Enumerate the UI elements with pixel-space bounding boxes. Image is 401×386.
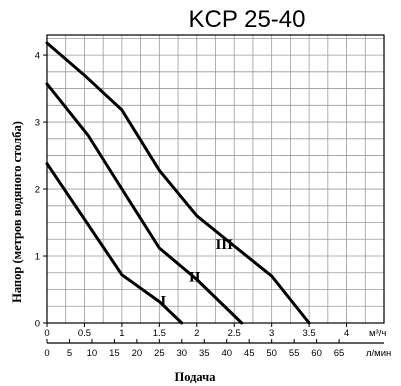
x2-tick-label: 40 [221,348,232,359]
x2-tick-label: 10 [87,348,98,359]
plot-frame [46,34,385,324]
y-tick-label: 0 [35,319,40,330]
x2-tick-label: 30 [177,348,188,359]
curve-label-ii: II [189,269,201,285]
x2-tick-label: 0 [44,348,49,359]
x2-unit-label: л/мин [366,348,391,359]
x-tick-label: 0.5 [78,328,91,339]
grid-lines [47,35,384,323]
plot-border [46,34,385,324]
x-tick-label: 1 [119,328,124,339]
x2-tick-label: 65 [334,348,345,359]
x2-tick-label: 25 [154,348,165,359]
x-tick-label: 2.5 [228,328,241,339]
x-tick-label: 3 [269,328,274,339]
x-tick-label: 2 [194,328,199,339]
curve-i [45,162,184,325]
x2-tick-label: 5 [67,348,72,359]
x2-tick-label: 15 [109,348,120,359]
y-axis-ticks: 0 1 2 3 4 [35,51,47,330]
secondary-x-axis: 0 5 10 15 20 25 30 35 40 45 50 55 60 65 [44,339,384,359]
x2-tick-label: 50 [266,348,277,359]
x2-tick-label: 55 [289,348,300,359]
x2-tick-label: 20 [132,348,143,359]
x-tick-label: 3.5 [303,328,316,339]
y-axis-title: Напор (метров водяного столба) [10,121,24,303]
curve-label-i: I [160,294,166,310]
x-axis-title: Подача [175,370,217,384]
y-tick-label: 2 [35,185,40,196]
curve-iii [45,41,311,325]
x-axis-ticks: 0 0.5 1 1.5 2 2.5 3 3.5 4 [44,323,349,339]
curve-label-iii: III [215,237,233,253]
curves [45,41,311,325]
x2-tick-label: 45 [244,348,255,359]
x-tick-label: 4 [344,328,349,339]
curve-ii [45,82,244,325]
x2-tick-label: 35 [199,348,210,359]
y-tick-label: 4 [35,51,40,62]
x-tick-label: 1.5 [153,328,166,339]
x-unit-label: м³/ч [369,328,386,339]
x2-tick-label: 60 [311,348,322,359]
chart-title: KCP 25-40 [189,6,306,33]
y-tick-label: 1 [35,252,40,263]
x-tick-label: 0 [44,328,49,339]
y-tick-label: 3 [35,118,40,129]
